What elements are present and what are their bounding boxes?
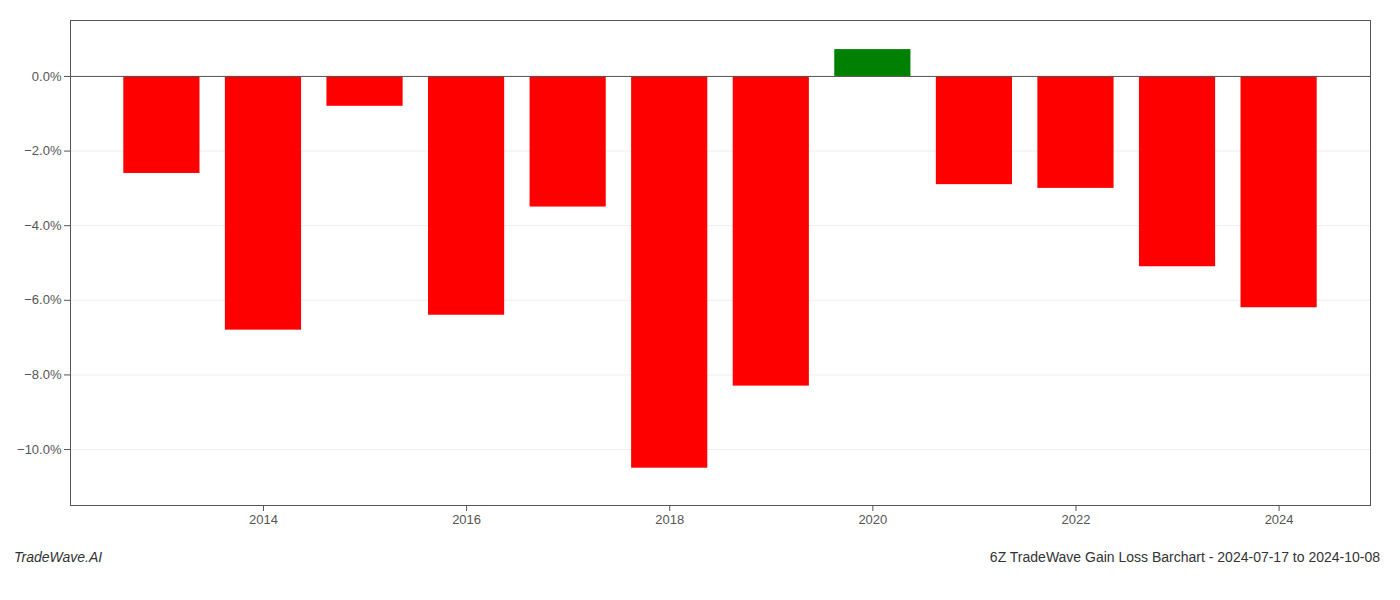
svg-text:−8.0%: −8.0% [24, 367, 62, 382]
svg-text:2014: 2014 [249, 512, 278, 527]
svg-text:0.0%: 0.0% [32, 69, 62, 84]
svg-text:−4.0%: −4.0% [24, 218, 62, 233]
svg-text:2024: 2024 [1265, 512, 1294, 527]
svg-text:2022: 2022 [1062, 512, 1091, 527]
svg-text:2020: 2020 [858, 512, 887, 527]
html-text:6Z TradeWave Gain Loss Barchar: 6Z TradeWave Gain Loss Barchart - 2024-0… [989, 549, 1380, 565]
svg-text:2018: 2018 [655, 512, 684, 527]
svg-text:−10.0%: −10.0% [17, 442, 62, 457]
svg-text:−6.0%: −6.0% [24, 292, 62, 307]
html-text:TradeWave.AI: TradeWave.AI [14, 549, 103, 565]
svg-text:−2.0%: −2.0% [24, 143, 62, 158]
svg-text:2016: 2016 [452, 512, 481, 527]
